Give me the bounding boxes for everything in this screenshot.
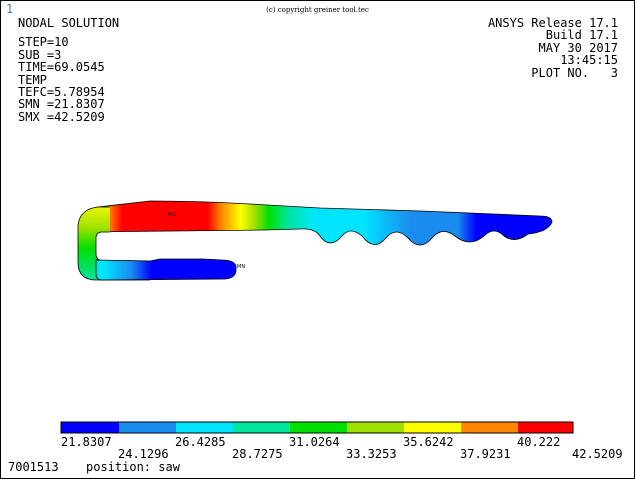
max-marker: MX: [168, 212, 176, 218]
legend-swatch-2: [119, 422, 176, 433]
lower-arm-contour: [95, 258, 237, 281]
window-number: 1: [6, 2, 14, 16]
date-label: MAY 30 2017: [538, 40, 618, 55]
legend-swatch-7: [404, 422, 461, 433]
legend-swatch-3: [176, 422, 233, 433]
release-label: ANSYS Release 17.1: [487, 16, 618, 30]
info-result-type: TEMP: [18, 72, 47, 87]
time-label: 13:45:15: [560, 53, 618, 68]
legend-swatch-1: [61, 422, 119, 433]
legend-border: [60, 421, 574, 434]
info-substep: SUB =3: [18, 47, 62, 62]
legend-swatch-8: [461, 422, 518, 433]
copyright-notice: (c) copyright greiner tool.tec: [266, 6, 369, 14]
solution-info-block: NODAL SOLUTION STEP=10 SUB =3 TIME=69.05…: [18, 16, 120, 124]
upper-arm-contour: [81, 200, 553, 246]
footer-id: 7001513: [8, 460, 59, 474]
plot-number-label: PLOT NO. 3: [531, 65, 618, 80]
legend-swatch-4: [233, 422, 290, 433]
info-smx: SMX =42.5209: [18, 109, 105, 124]
solution-title: NODAL SOLUTION: [18, 16, 120, 30]
bend-outline: [77, 206, 150, 281]
info-time: TIME=69.0545: [18, 60, 105, 75]
build-label: Build 17.1: [545, 28, 618, 43]
info-tefc: TEFC=5.78954: [18, 85, 105, 100]
release-info-block: ANSYS Release 17.1 Build 17.1 MAY 30 201…: [488, 17, 618, 79]
info-smn: SMN =21.8307: [18, 97, 105, 112]
legend-swatch-5: [290, 422, 347, 433]
info-step: STEP=10: [18, 35, 69, 50]
color-legend: [60, 421, 574, 434]
footer-position: position: saw: [86, 460, 180, 474]
legend-swatch-9: [518, 422, 573, 433]
min-marker: MN: [237, 264, 245, 270]
legend-swatch-6: [347, 422, 404, 433]
